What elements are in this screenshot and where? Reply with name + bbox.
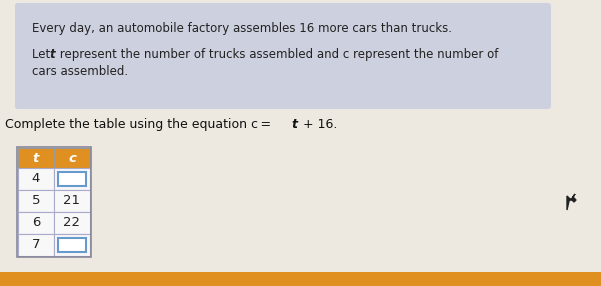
Text: 5: 5 (32, 194, 40, 208)
Bar (18, 234, 54, 256)
Bar (54, 190, 90, 212)
Text: Every day, an automobile factory assembles 16 more cars than trucks.: Every day, an automobile factory assembl… (32, 22, 452, 35)
Text: 22: 22 (64, 217, 81, 229)
Bar (18, 190, 54, 212)
Text: Complete the table using the equation c =: Complete the table using the equation c … (5, 118, 273, 131)
Bar (54, 234, 90, 256)
Text: represent the number of trucks assembled and c represent the number of: represent the number of trucks assembled… (56, 48, 498, 61)
Bar (54, 168, 90, 190)
Text: Let: Let (32, 48, 54, 61)
Text: t: t (33, 152, 39, 164)
Bar (58, 238, 86, 252)
Text: 7: 7 (32, 239, 40, 251)
Bar (58, 172, 86, 186)
Text: 4: 4 (32, 172, 40, 186)
Text: 6: 6 (32, 217, 40, 229)
Text: t: t (50, 48, 56, 61)
Text: 21: 21 (64, 194, 81, 208)
Bar (18, 212, 54, 234)
Bar (18, 148, 54, 168)
Bar (0, 272, 601, 286)
Bar (18, 168, 54, 190)
Bar (54, 212, 90, 234)
Polygon shape (567, 194, 576, 210)
Text: + 16.: + 16. (299, 118, 337, 131)
FancyBboxPatch shape (15, 3, 551, 109)
Text: cars assembled.: cars assembled. (32, 65, 128, 78)
Text: t: t (291, 118, 297, 131)
Text: c: c (68, 152, 76, 164)
Bar (54, 148, 90, 168)
